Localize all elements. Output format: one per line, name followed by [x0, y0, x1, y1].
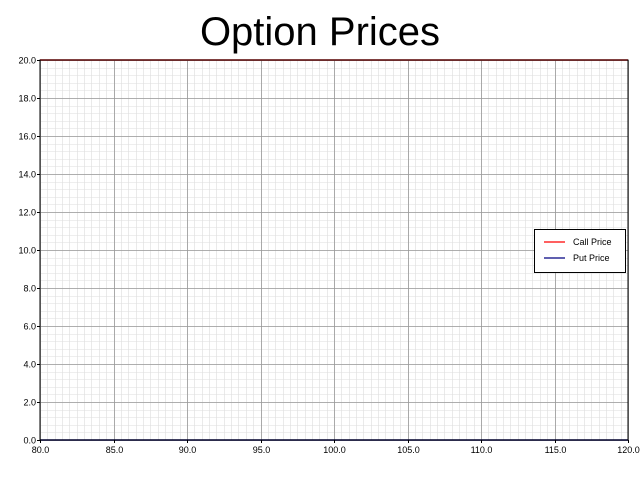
- y-tick-label: 2.0: [23, 398, 36, 408]
- legend-box: [534, 229, 626, 273]
- y-tick-label: 4.0: [23, 360, 36, 370]
- y-tick-label: 20.0: [18, 56, 36, 66]
- y-tick-label: 18.0: [18, 94, 36, 104]
- y-tick-label: 14.0: [18, 170, 36, 180]
- x-tick-label: 95.0: [253, 445, 271, 455]
- legend-label: Put Price: [573, 253, 610, 263]
- y-tick-label: 0.0: [23, 436, 36, 446]
- y-tick-label: 6.0: [23, 322, 36, 332]
- y-tick-label: 12.0: [18, 208, 36, 218]
- x-tick-label: 90.0: [179, 445, 197, 455]
- x-tick-label: 105.0: [397, 445, 420, 455]
- x-tick-label: 85.0: [106, 445, 124, 455]
- x-tick-label: 120.0: [617, 445, 640, 455]
- x-axis: 80.0 85.0 90.0 95.0 100.0 105.0 110.0 115.0 120.…: [32, 440, 640, 455]
- x-tick-label: 115.0: [545, 445, 567, 455]
- legend: Call Price Put Price: [534, 229, 626, 273]
- legend-label: Call Price: [573, 237, 612, 247]
- y-tick-label: 8.0: [23, 284, 36, 294]
- x-tick-label: 110.0: [471, 445, 493, 455]
- x-tick-label: 100.0: [323, 445, 346, 455]
- y-tick-label: 10.0: [18, 246, 36, 256]
- chart-title: Option Prices: [199, 10, 441, 54]
- y-tick-label: 16.0: [18, 132, 36, 142]
- x-tick-label: 80.0: [32, 445, 50, 455]
- y-axis: 0.0 2.0 4.0 6.0 8.0 10.0 12.0 14.0 16.0 18.0 20.0: [18, 56, 40, 446]
